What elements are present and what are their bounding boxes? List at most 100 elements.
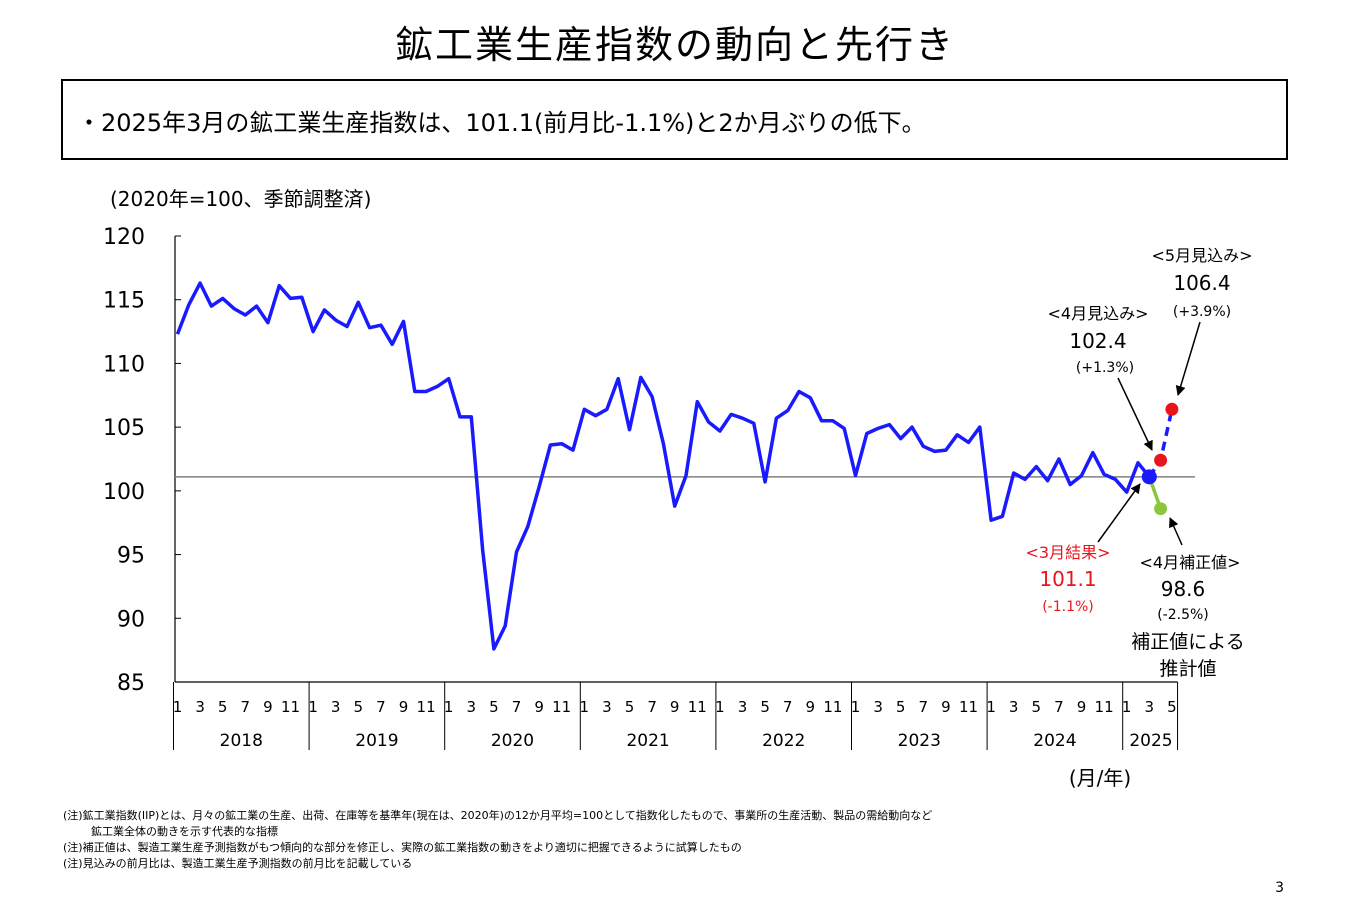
y-tick-label: 100: [103, 480, 145, 505]
apr-forecast-value: 102.4: [1069, 329, 1126, 353]
x-month-label: 3: [873, 698, 883, 716]
page-number: 3: [1275, 880, 1284, 896]
x-month-label: 3: [467, 698, 477, 716]
footnotes: (注)鉱工業指数(IIP)とは、月々の鉱工業の生産、出荷、在庫等を基準年(現在は…: [63, 808, 932, 872]
x-year-label: 2018: [220, 731, 263, 751]
apr-forecast-arrow: [1117, 377, 1153, 451]
x-month-label: 7: [783, 698, 793, 716]
x-month-label: 11: [823, 698, 842, 716]
x-month-label: 1: [1122, 698, 1132, 716]
x-month-label: 3: [602, 698, 612, 716]
x-month-label: 1: [851, 698, 861, 716]
unit-label: (2020年=100、季節調整済): [110, 187, 371, 211]
may-forecast-label: <5月見込み>: [1152, 246, 1253, 265]
x-month-label: 3: [331, 698, 341, 716]
x-month-label: 9: [941, 698, 951, 716]
x-month-label: 1: [580, 698, 590, 716]
x-year-label: 2022: [762, 731, 805, 751]
apr-corrected-note-1: 補正値による: [1131, 631, 1244, 653]
summary-box: ・2025年3月の鉱工業生産指数は、101.1(前月比-1.1%)と2か月ぶりの…: [61, 79, 1288, 160]
x-month-label: 9: [263, 698, 273, 716]
x-month-label: 5: [625, 698, 635, 716]
x-month-label: 7: [647, 698, 657, 716]
x-month-label: 7: [512, 698, 522, 716]
footnote-2: (注)補正値は、製造工業生産予測指数がもつ傾向的な部分を修正し、実際の鉱工業指数…: [63, 841, 742, 854]
mar-result-label: <3月結果>: [1026, 543, 1111, 562]
x-month-label: 7: [1054, 698, 1064, 716]
x-month-label: 3: [738, 698, 748, 716]
x-month-label: 11: [281, 698, 300, 716]
x-month-label: 7: [376, 698, 386, 716]
x-month-label: 7: [241, 698, 251, 716]
page-title: 鉱工業生産指数の動向と先行き: [394, 23, 955, 67]
x-month-label: 9: [1077, 698, 1087, 716]
x-month-label: 11: [552, 698, 571, 716]
x-month-label: 5: [218, 698, 228, 716]
x-month-label: 5: [896, 698, 906, 716]
x-month-label: 1: [715, 698, 725, 716]
footnote-1-cont: 鉱工業全体の動きを示す代表的な指標: [91, 825, 278, 838]
x-month-label: 3: [195, 698, 205, 716]
x-month-label: 9: [399, 698, 409, 716]
point-apr-corrected: [1154, 502, 1168, 516]
point-apr-forecast: [1154, 453, 1168, 467]
x-year-label: 2021: [626, 731, 669, 751]
x-month-label: 5: [354, 698, 364, 716]
annotation-apr-forecast: <4月見込み> 102.4 (+1.3%): [1048, 304, 1153, 451]
mar-result-value: 101.1: [1039, 567, 1096, 591]
highlight-points: [1141, 402, 1179, 516]
x-month-label: 5: [1167, 698, 1177, 716]
may-forecast-value: 106.4: [1173, 271, 1230, 295]
y-tick-label: 105: [103, 416, 145, 441]
apr-corrected-arrow: [1169, 517, 1183, 546]
annotation-apr-corrected: <4月補正値> 98.6 (-2.5%) 補正値による 推計値: [1131, 517, 1245, 680]
x-year-label: 2025: [1129, 731, 1172, 751]
x-month-label: 9: [670, 698, 680, 716]
apr-corrected-note-2: 推計値: [1159, 658, 1216, 680]
x-month-label: 1: [308, 698, 318, 716]
x-month-label: 11: [688, 698, 707, 716]
x-month-label: 5: [489, 698, 499, 716]
x-month-label: 3: [1009, 698, 1019, 716]
footnote-3: (注)見込みの前月比は、製造工業生産予測指数の前月比を記載している: [63, 857, 413, 870]
annotation-may-forecast: <5月見込み> 106.4 (+3.9%): [1152, 246, 1253, 396]
y-tick-label: 115: [103, 289, 145, 314]
point-may-forecast: [1165, 402, 1179, 416]
y-tick-label: 90: [117, 607, 145, 632]
x-year-label: 2020: [491, 731, 534, 751]
x-axis-label: (月/年): [1069, 766, 1131, 790]
y-tick-label: 85: [117, 671, 145, 696]
x-month-label: 11: [959, 698, 978, 716]
footnote-1: (注)鉱工業指数(IIP)とは、月々の鉱工業の生産、出荷、在庫等を基準年(現在は…: [63, 809, 933, 822]
y-tick-label: 120: [103, 225, 145, 250]
apr-corrected-label: <4月補正値>: [1140, 553, 1241, 572]
x-month-label: 5: [760, 698, 770, 716]
apr-forecast-label: <4月見込み>: [1048, 304, 1149, 323]
x-year-label: 2019: [355, 731, 398, 751]
x-month-label: 9: [534, 698, 544, 716]
y-tick-label: 110: [103, 352, 145, 377]
y-tick-label: 95: [117, 544, 145, 569]
x-month-label: 9: [806, 698, 816, 716]
x-month-label: 1: [986, 698, 996, 716]
x-month-label: 1: [444, 698, 454, 716]
mar-result-arrow: [1097, 483, 1141, 543]
x-month-label: 5: [1032, 698, 1042, 716]
apr-corrected-change: (-2.5%): [1157, 607, 1209, 623]
mar-result-change: (-1.1%): [1042, 599, 1094, 615]
annotation-mar-result: <3月結果> 101.1 (-1.1%): [1026, 483, 1141, 615]
apr-corrected-value: 98.6: [1161, 577, 1206, 601]
x-month-label: 11: [1095, 698, 1114, 716]
x-month-label: 11: [417, 698, 436, 716]
series-actual-line: [175, 281, 1151, 651]
summary-text: ・2025年3月の鉱工業生産指数は、101.1(前月比-1.1%)と2か月ぶりの…: [77, 109, 926, 137]
x-month-label: 7: [919, 698, 929, 716]
x-year-label: 2024: [1033, 731, 1076, 751]
x-month-label: 3: [1145, 698, 1155, 716]
may-forecast-change: (+3.9%): [1173, 304, 1231, 320]
apr-forecast-change: (+1.3%): [1076, 360, 1134, 376]
point-mar-result: [1141, 469, 1157, 485]
y-axis: 120 115 110 105 100 95 90 85: [103, 225, 181, 696]
